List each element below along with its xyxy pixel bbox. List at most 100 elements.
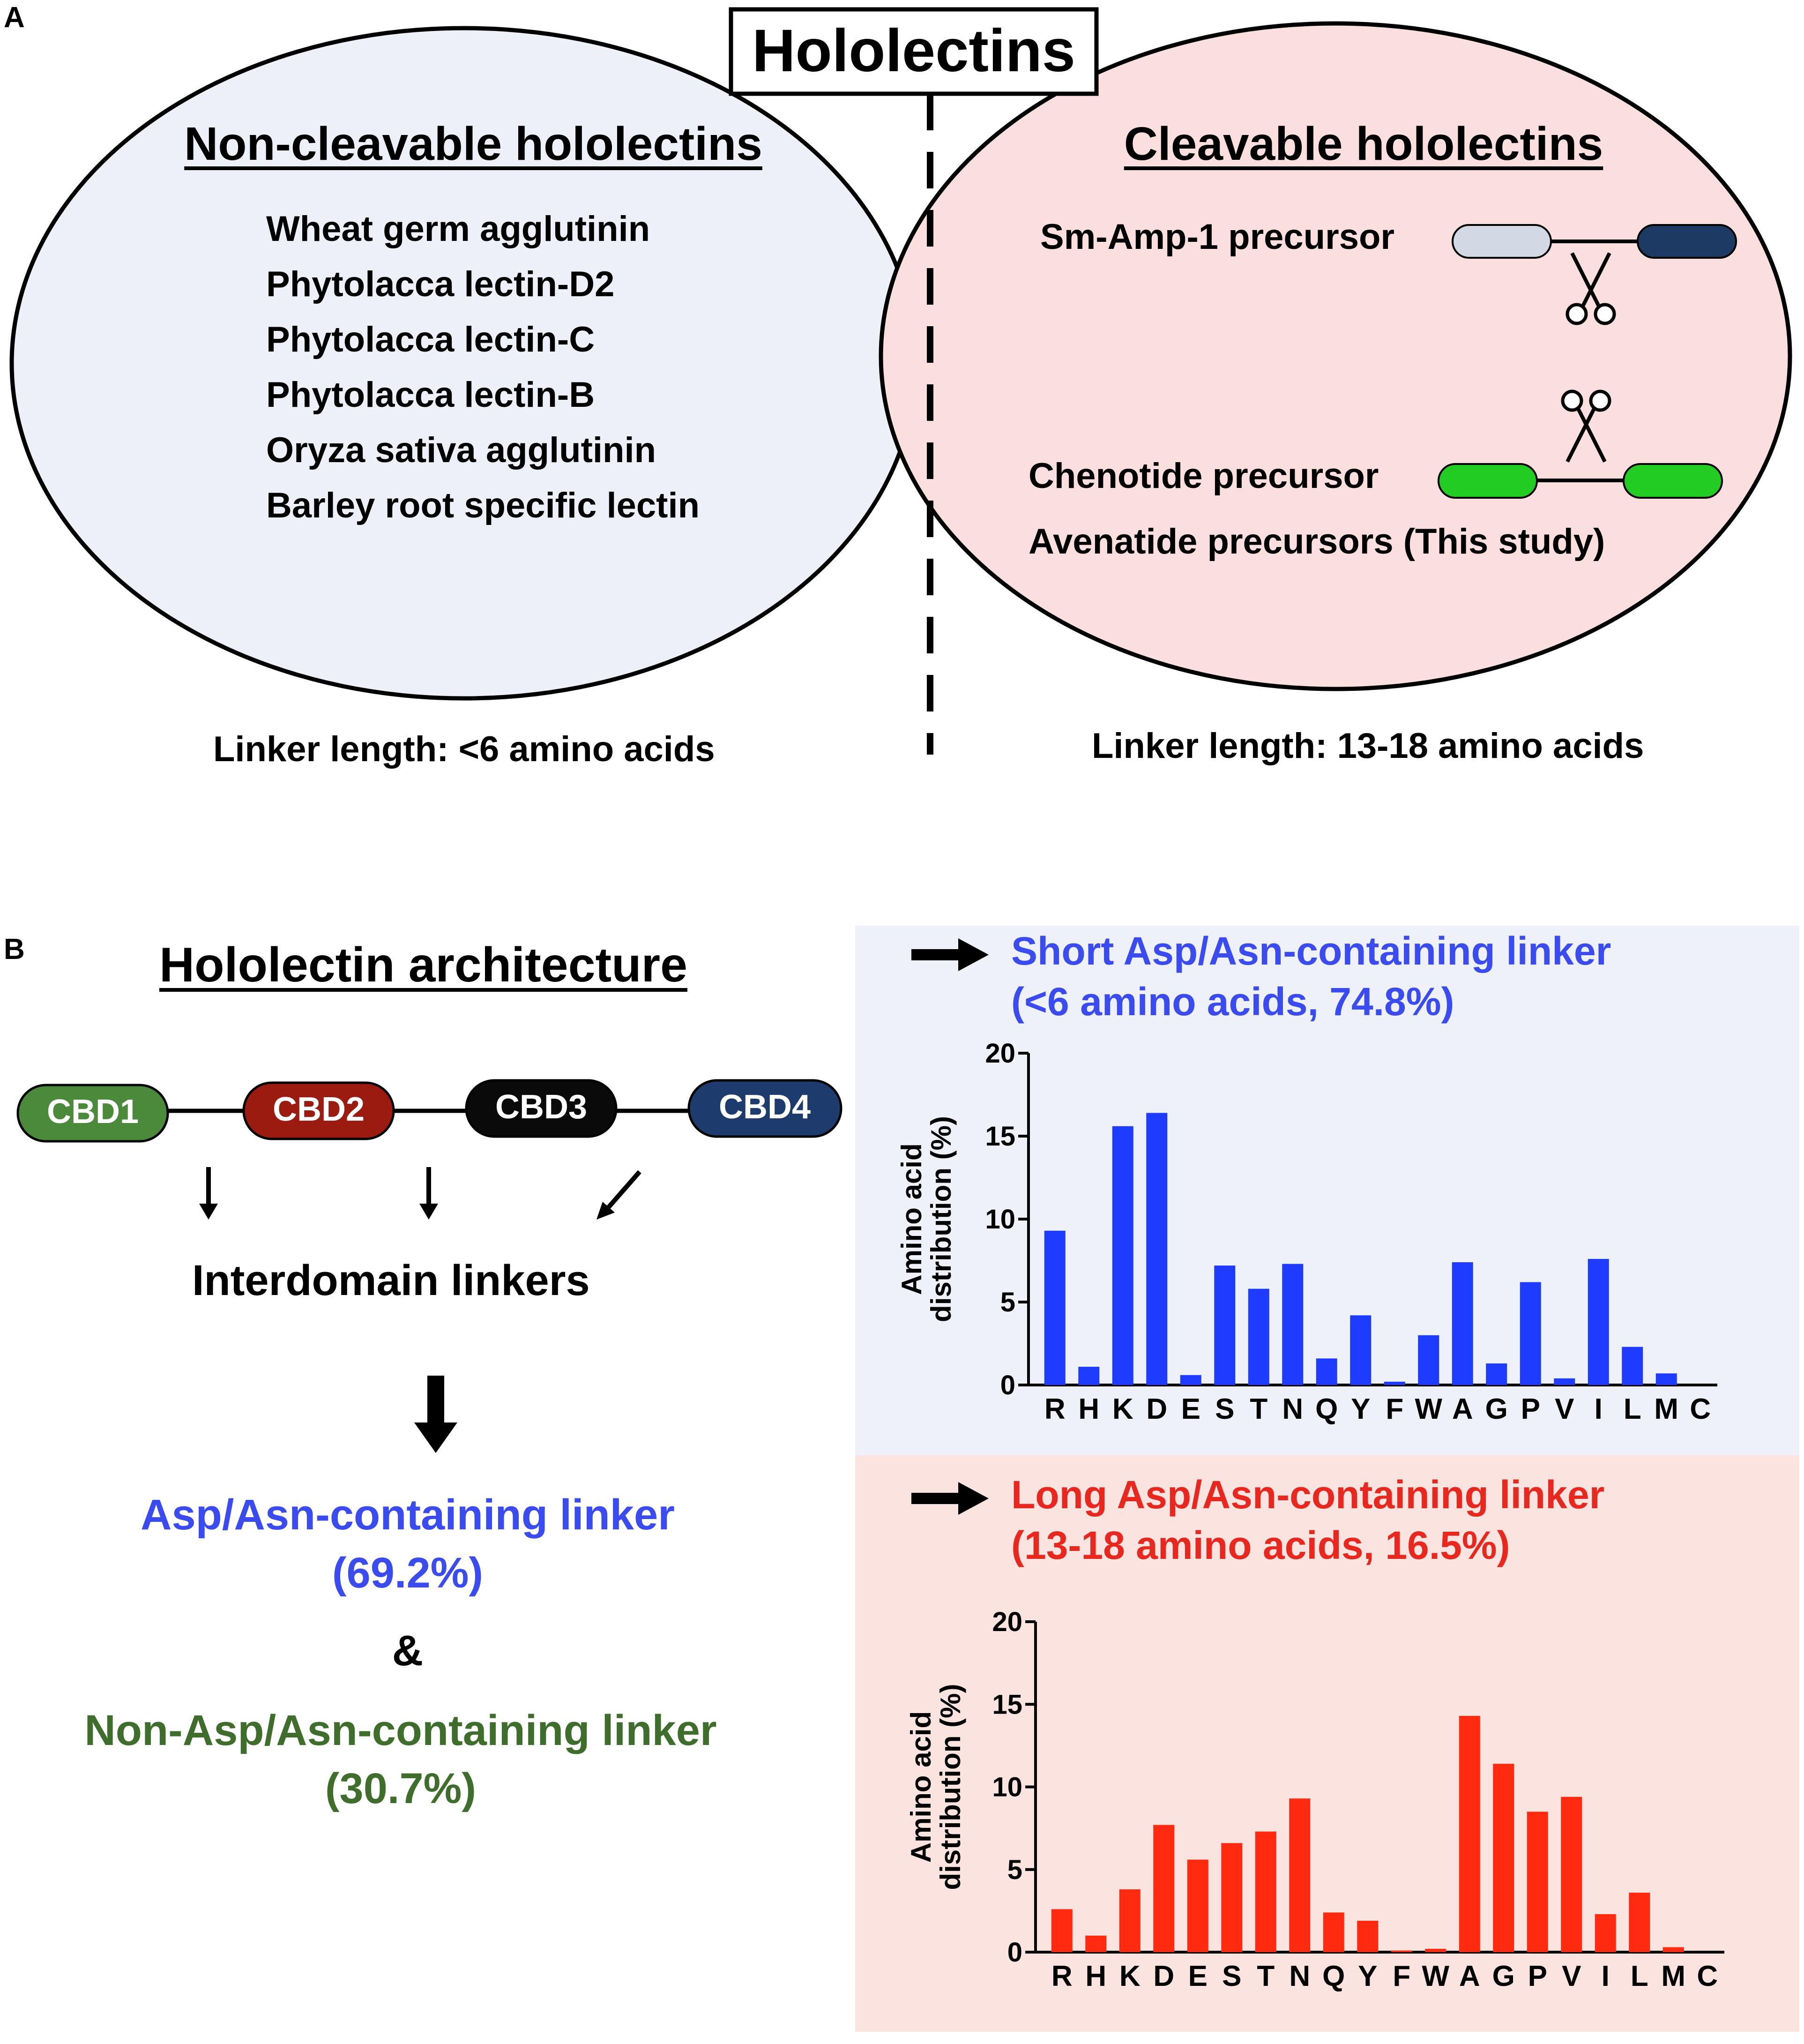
x-tick-label: C (1697, 1960, 1718, 1992)
list-item: Oryza sativa agglutinin (266, 430, 656, 470)
chenotide-left-domain (1438, 463, 1538, 499)
bar (1554, 1378, 1575, 1385)
x-tick-label: G (1492, 1960, 1515, 1992)
long-linker-bar-chart: Amino aciddistribution (%) 0 5 10 15 20 R H K D E S… (905, 1607, 1724, 1992)
x-tick-label: H (1078, 1393, 1099, 1425)
short-linker-title-line1: Short Asp/Asn-containing linker (1011, 929, 1611, 973)
x-tick-label: E (1188, 1960, 1208, 1992)
y-tick-label: 5 (1007, 1855, 1022, 1885)
bar (1452, 1262, 1473, 1385)
y-tick-label: 15 (985, 1121, 1015, 1152)
short-linker-title: Short Asp/Asn-containing linker (<6 amin… (1011, 926, 1611, 1027)
non-cleavable-heading: Non-cleavable hololectins (184, 118, 762, 170)
asp-linker-percent: (69.2%) (332, 1549, 484, 1597)
x-tick-label: L (1631, 1960, 1648, 1992)
bar (1112, 1126, 1133, 1385)
x-tick-label: M (1661, 1960, 1685, 1992)
x-tick-label: A (1452, 1393, 1473, 1425)
bar (1561, 1797, 1582, 1952)
x-tick-label: K (1119, 1960, 1141, 1992)
cbd1-domain (16, 1084, 169, 1143)
bar (1459, 1715, 1480, 1952)
bar (1255, 1831, 1276, 1952)
x-tick-label: N (1289, 1960, 1310, 1992)
left-linker-length: Linker length: <6 amino acids (213, 729, 715, 769)
bar (1119, 1889, 1141, 1952)
bar (1051, 1909, 1073, 1952)
cbd4-label: CBD4 (719, 1088, 811, 1126)
list-item: Phytolacca lectin-C (266, 320, 595, 359)
cbd4-domain (687, 1079, 842, 1138)
bar (1629, 1893, 1650, 1952)
x-tick-label: N (1282, 1393, 1303, 1425)
x-tick-label: I (1595, 1393, 1603, 1425)
scissors-icon (1565, 252, 1616, 325)
y-tick-label: 10 (985, 1204, 1015, 1235)
arrow-down-icon (419, 1167, 438, 1220)
x-tick-label: T (1257, 1960, 1275, 1992)
bar (1588, 1258, 1609, 1385)
short-linker-title-line2: (<6 amino acids, 74.8%) (1011, 980, 1454, 1024)
smamp-precursor-diagram (1452, 224, 1737, 259)
non-asp-linker-label: Non-Asp/Asn-containing linker (30.7%) (0, 1701, 801, 1818)
x-tick-label: D (1146, 1393, 1167, 1425)
x-tick-label: A (1459, 1960, 1480, 1992)
x-tick-label: P (1521, 1393, 1540, 1425)
x-tick-label: R (1051, 1960, 1073, 1992)
x-tick-label: V (1555, 1393, 1574, 1425)
bar (1078, 1367, 1100, 1385)
bar (1282, 1264, 1304, 1385)
y-axis-label: Amino aciddistribution (%) (896, 1116, 957, 1322)
bar (1655, 1373, 1677, 1385)
bar (1044, 1230, 1066, 1385)
non-cleavable-list: Wheat germ agglutinin Phytolacca lectin-… (266, 202, 700, 533)
x-tick-label: F (1393, 1960, 1410, 1992)
bar (1391, 1950, 1412, 1952)
x-tick-label: I (1602, 1960, 1610, 1992)
hololectins-title: Hololectins (752, 17, 1075, 84)
bar (1486, 1363, 1507, 1385)
architecture-heading: Hololectin architecture (159, 938, 687, 992)
x-tick-label: C (1690, 1393, 1711, 1425)
y-tick-label: 0 (1000, 1370, 1015, 1400)
x-tick-label: K (1112, 1393, 1133, 1425)
cbd2-domain (242, 1081, 395, 1140)
short-linker-bar-chart: Amino aciddistribution (%) 0 5 10 15 20 R H K D E S… (896, 1043, 1717, 1425)
cleavable-ellipse (879, 21, 1792, 691)
bar (1520, 1282, 1541, 1385)
panel-a-graphics (9, 7, 1792, 755)
smamp-left-domain (1452, 224, 1552, 259)
y-tick-label: 5 (1000, 1287, 1015, 1318)
avenatide-precursor-label: Avenatide precursors (This study) (1029, 522, 1605, 562)
x-tick-label: Y (1351, 1393, 1370, 1425)
y-tick-label: 20 (992, 1607, 1022, 1637)
x-tick-label: Q (1322, 1960, 1345, 1992)
bar (1146, 1113, 1168, 1385)
long-linker-chart-panel: Long Asp/Asn-containing linker (13-18 am… (855, 1455, 1799, 2032)
bar (1248, 1288, 1269, 1385)
x-tick-label: P (1528, 1960, 1547, 1992)
bar (1316, 1358, 1337, 1385)
panel-a-label: A (4, 1, 25, 34)
x-tick-label: D (1153, 1960, 1174, 1992)
bar (1357, 1921, 1379, 1952)
list-item: Barley root specific lectin (266, 486, 700, 525)
y-tick-label: 20 (985, 1043, 1015, 1069)
bar (1418, 1335, 1439, 1385)
long-linker-arrow-icon (911, 1482, 989, 1515)
y-tick-label: 0 (1007, 1937, 1022, 1968)
bar (1527, 1812, 1548, 1952)
scissors-icon (1561, 389, 1611, 463)
cbd3-label: CBD3 (495, 1088, 587, 1126)
x-tick-label: Q (1315, 1393, 1338, 1425)
x-tick-label: H (1085, 1960, 1106, 1992)
bar (1187, 1859, 1208, 1952)
bar (1622, 1347, 1643, 1385)
long-linker-title: Long Asp/Asn-containing linker (13-18 am… (1011, 1469, 1604, 1571)
x-tick-label: E (1181, 1393, 1200, 1425)
long-linker-title-line1: Long Asp/Asn-containing linker (1011, 1473, 1605, 1517)
short-linker-arrow-icon (911, 938, 989, 971)
asp-linker-label: Asp/Asn-containing linker (69.2%) (0, 1486, 815, 1602)
x-tick-label: W (1415, 1393, 1442, 1425)
x-tick-label: R (1044, 1393, 1066, 1425)
